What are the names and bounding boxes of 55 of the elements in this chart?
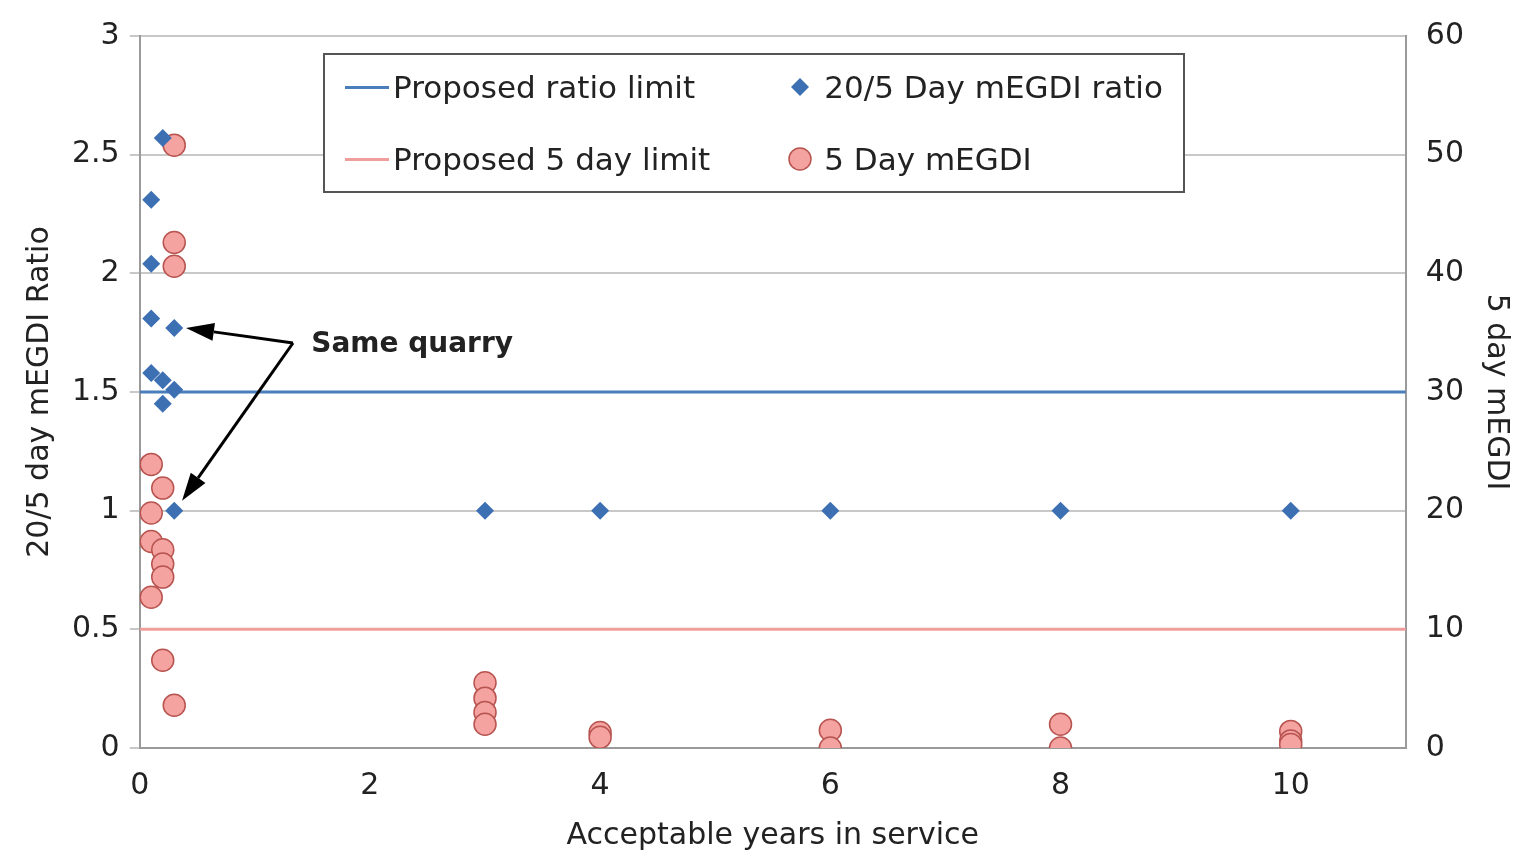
x-axis-title: Acceptable years in service	[566, 815, 979, 851]
y2-tick-label: 60	[1425, 15, 1465, 51]
point	[1051, 501, 1070, 520]
point	[150, 565, 175, 589]
y2-tick-label: 0	[1425, 727, 1445, 763]
y2-tick-label: 40	[1425, 253, 1465, 289]
annotation: Same quarry	[311, 324, 513, 361]
x-tick-label: 6	[820, 765, 840, 801]
legend-label: 5 Day mEGDI	[824, 141, 1032, 177]
point	[821, 501, 840, 520]
y2-axis-title: 5 day mEGDI	[1481, 293, 1517, 491]
point	[162, 254, 186, 278]
point	[139, 501, 163, 525]
y2-tick-label: 30	[1425, 371, 1465, 407]
x-tick-label: 10	[1271, 765, 1310, 801]
point	[591, 501, 610, 520]
point	[150, 648, 175, 672]
point	[1048, 712, 1073, 737]
y-tick-label: 2.5	[71, 134, 120, 170]
point	[153, 394, 172, 413]
point	[162, 693, 186, 718]
y-tick-label: 2	[100, 253, 120, 289]
point	[588, 725, 612, 748]
point	[153, 129, 172, 148]
point	[165, 501, 184, 520]
y-tick-label: 0.5	[71, 609, 120, 645]
legend-label: 20/5 Day mEGDI ratio	[824, 69, 1163, 105]
y2-tick-label: 10	[1425, 609, 1465, 645]
legend-label: Proposed ratio limit	[393, 69, 696, 105]
y-tick-label: 1.5	[71, 371, 120, 407]
x-tick-label: 8	[1050, 765, 1071, 801]
point	[142, 190, 161, 209]
point	[165, 318, 184, 337]
y-tick-label: 1	[100, 490, 120, 526]
x-tick-label: 2	[360, 765, 380, 801]
point	[142, 364, 161, 383]
point	[153, 371, 172, 390]
point	[476, 501, 495, 520]
point	[139, 585, 163, 610]
point	[150, 476, 175, 500]
x-tick-label: 0	[130, 765, 150, 801]
y2-tick-label: 20	[1425, 490, 1465, 526]
y-axis-title: 20/5 day mEGDI Ratio	[19, 226, 55, 558]
point	[142, 309, 161, 328]
point	[1281, 501, 1300, 520]
y-tick-label: 3	[100, 15, 120, 51]
point	[139, 452, 163, 477]
y-tick-label: 0	[100, 727, 120, 763]
legend-label: Proposed 5 day limit	[393, 141, 711, 177]
point	[162, 230, 186, 255]
y2-tick-label: 50	[1425, 134, 1465, 170]
point	[473, 712, 497, 737]
x-tick-label: 4	[590, 765, 610, 801]
point	[142, 254, 161, 273]
point	[165, 380, 184, 399]
